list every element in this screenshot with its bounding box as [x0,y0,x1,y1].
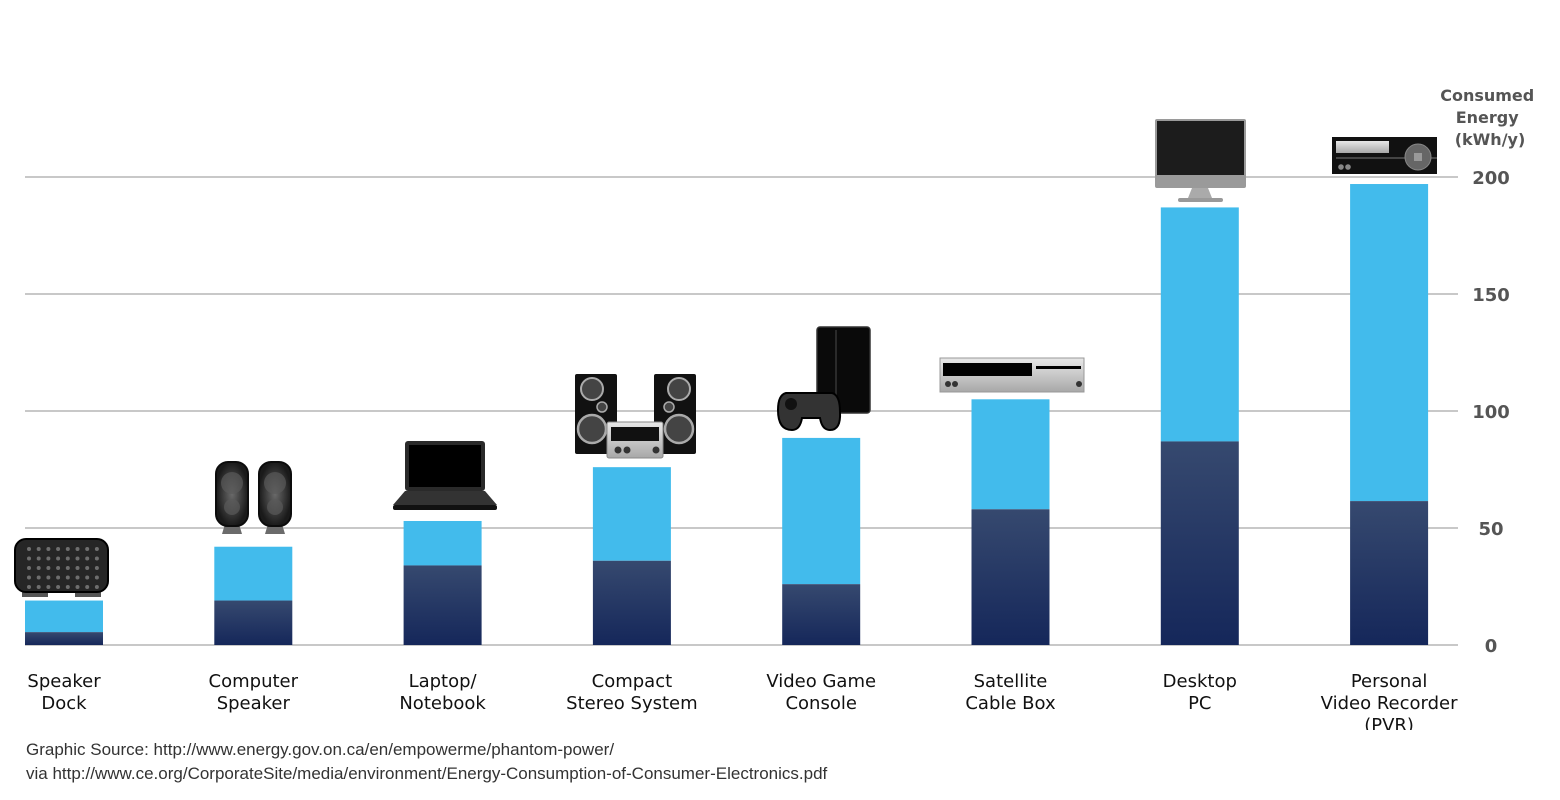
y-axis-title: Consumed Energy (kWh/y) [1440,86,1540,149]
category-label-line: Personal [1351,671,1428,692]
category-label-line: Notebook [399,693,486,714]
y-axis-title-line: Consumed [1440,86,1534,105]
category-label: Speaker Dock [27,671,101,714]
category-label-line: Dock [41,693,87,714]
category-label: Satellite Cable Box [965,671,1056,714]
category-label: Compact Stereo System [566,671,698,714]
pvr-icon [1332,137,1437,174]
y-axis-title-line: Energy [1456,108,1520,127]
bar-segment-lower [971,509,1050,645]
source-note: Graphic Source: http://www.energy.gov.on… [26,738,827,786]
stereo-system-icon [575,374,696,459]
category-label-line: Laptop/ [409,671,478,692]
bar-segment-upper [1160,207,1239,442]
cable-box-icon [939,357,1085,393]
bar-segment-upper [214,546,293,601]
bar-segment-lower [782,584,861,645]
category-label-line: Video Recorder [1321,693,1458,714]
y-tick-label: 100 [1472,402,1510,423]
y-tick-label: 200 [1472,168,1510,189]
category-label: Video Game Console [766,671,876,714]
category-label: Computer Speaker [209,671,299,714]
game-console-icon [776,326,871,432]
category-label: Desktop PC [1163,671,1237,714]
bar-segment-upper [403,520,482,566]
speaker-dock-icon [14,538,109,597]
category-label-line: Satellite [974,671,1048,692]
category-label-line: (PVR) [1364,715,1414,730]
bar-segment-upper [25,600,103,633]
category-label-line: Compact [592,671,673,692]
category-label-line: Computer [209,671,299,692]
source-line-2: via http://www.ce.org/CorporateSite/medi… [26,764,828,783]
category-label-line: Cable Box [965,693,1056,714]
bar-segment-lower [1160,441,1239,645]
device-icons [14,119,1437,597]
y-tick-label: 0 [1485,636,1498,657]
bar-segment-lower [403,565,482,645]
bar-segment-lower [25,632,103,645]
category-label: Laptop/Notebook [399,671,486,714]
bar-segment-lower [1350,501,1429,645]
computer-speakers-icon [215,461,292,534]
source-line-1: Graphic Source: http://www.energy.gov.on… [26,740,615,759]
y-tick-label: 50 [1478,519,1503,540]
y-axis: 0 50 100 150 200 [1472,168,1510,657]
bars [25,184,1429,645]
bar-segment-upper [971,399,1050,510]
desktop-monitor-icon [1155,119,1246,202]
bar-segment-lower [592,560,671,645]
laptop-icon [393,441,497,510]
category-label-line: Video Game [766,671,876,692]
y-axis-title-line: (kWh/y) [1455,130,1526,149]
category-label: Personal Video Recorder (PVR) [1321,671,1458,730]
bar-segment-lower [214,600,293,645]
bar-segment-upper [1350,184,1429,502]
bar-segment-upper [782,437,861,585]
bar-segment-upper [592,467,671,561]
y-tick-label: 150 [1472,285,1510,306]
category-label-line: Speaker [217,693,291,714]
category-label-line: Stereo System [566,693,698,714]
category-label-line: Speaker [27,671,101,692]
category-label-line: PC [1188,693,1211,714]
category-label-line: Console [785,693,856,714]
category-label-line: Desktop [1163,671,1237,692]
